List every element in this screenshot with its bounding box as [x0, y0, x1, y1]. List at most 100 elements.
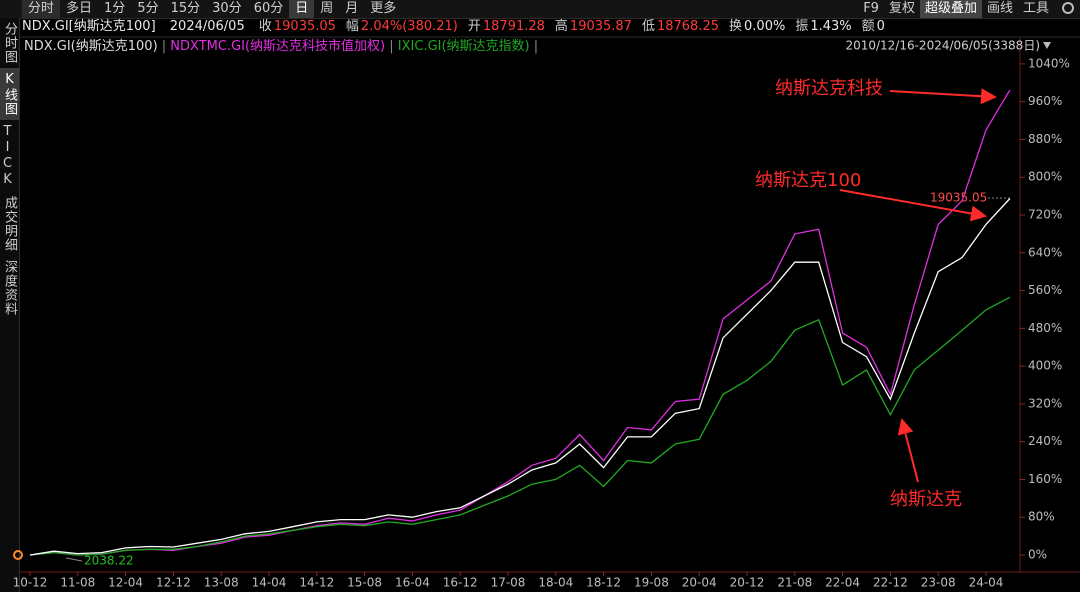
- dropdown-icon[interactable]: [1043, 42, 1051, 49]
- x-tick-label: 14-04: [252, 576, 287, 590]
- x-tick-label: 17-08: [491, 576, 526, 590]
- price-label: 2038.22: [84, 554, 134, 568]
- y-tick-label: 640%: [1028, 245, 1062, 259]
- quote-value: 1.43%: [810, 19, 852, 34]
- side-tab[interactable]: 深度资料: [2, 260, 17, 316]
- series-line: [29, 198, 1011, 556]
- legend-separator: |: [530, 39, 539, 54]
- x-tick-label: 12-04: [108, 576, 143, 590]
- quote-label: 换: [729, 19, 743, 34]
- y-tick-label: 240%: [1028, 434, 1062, 448]
- legend-entry: NDX.GI(纳斯达克100): [24, 39, 158, 54]
- annotation: 纳斯达克科技: [775, 78, 883, 99]
- period-tab[interactable]: 60分: [253, 1, 284, 16]
- period-tab[interactable]: 月: [345, 1, 359, 16]
- y-tick-label: 0%: [1028, 548, 1047, 562]
- x-tick-label: 18-12: [586, 576, 621, 590]
- x-tick-label: 24-04: [969, 576, 1004, 590]
- period-tab[interactable]: 5分: [137, 1, 159, 16]
- series-line: [29, 296, 1011, 556]
- quote-label: 高: [554, 19, 568, 34]
- x-tick-label: 10-12: [13, 576, 48, 590]
- tool-button[interactable]: 超级叠加: [919, 0, 982, 18]
- x-tick-label: 23-08: [921, 576, 956, 590]
- start-marker: [13, 550, 23, 560]
- period-tabs: 分时 多日 1分 5分 15分 30分 60分日周月更多: [22, 0, 402, 18]
- x-tick-label: 16-04: [395, 576, 430, 590]
- toolbar: 分时 多日 1分 5分 15分 30分 60分日周月更多 F9 复权 超级叠加 画线 工具: [0, 0, 1080, 19]
- tool-button[interactable]: 复权: [888, 1, 915, 16]
- tool-button[interactable]: F9: [863, 1, 879, 16]
- y-tick-label: 880%: [1028, 132, 1062, 146]
- tool-button[interactable]: 画线: [986, 1, 1013, 16]
- side-tab[interactable]: 分时图: [2, 22, 17, 64]
- annotation: 纳斯达克: [890, 489, 962, 510]
- tool-menu: F9 复权 超级叠加 画线 工具: [858, 0, 1054, 18]
- x-tick-label: 12-12: [156, 576, 191, 590]
- annotation-arrow: [889, 88, 997, 105]
- quote-label: 额: [861, 19, 875, 34]
- quote-label: 幅: [345, 19, 359, 34]
- date-range[interactable]: 2010/12/16-2024/06/05(3388日): [845, 39, 1040, 53]
- period-tab[interactable]: 日: [289, 0, 315, 18]
- quote-value: 2.04%(380.21): [360, 19, 458, 34]
- quote-value: 0.00%: [744, 19, 786, 34]
- sidebar: 分时图 K线图 TICK 成交明细深度资料: [0, 18, 20, 592]
- y-tick-label: 720%: [1028, 208, 1062, 222]
- symbol: NDX.GI[纳斯达克100]: [22, 19, 156, 34]
- quote-value: 18791.28: [482, 19, 545, 34]
- y-tick-label: 160%: [1028, 472, 1062, 486]
- y-tick-label: 480%: [1028, 321, 1062, 335]
- x-tick-label: 18-04: [538, 576, 573, 590]
- y-tick-label: 800%: [1028, 170, 1062, 184]
- x-tick-label: 14-12: [299, 576, 334, 590]
- y-tick-label: 320%: [1028, 396, 1062, 410]
- plot-area: [20, 37, 1020, 572]
- annotation: 纳斯达克100: [755, 170, 861, 191]
- x-tick-label: 20-04: [682, 576, 717, 590]
- period-tab[interactable]: 更多: [370, 1, 397, 16]
- side-tab[interactable]: TICK: [0, 124, 15, 188]
- x-tick-label: 11-08: [60, 576, 95, 590]
- quote-value: 19035.87: [569, 19, 632, 34]
- y-tick-label: 960%: [1028, 94, 1062, 108]
- x-tick-label: 22-12: [873, 576, 908, 590]
- quote-label: 低: [641, 19, 655, 34]
- period-tab[interactable]: 30分: [212, 1, 242, 16]
- period-tab[interactable]: 1分: [104, 1, 126, 16]
- quote-label: 收: [258, 19, 272, 34]
- tool-button[interactable]: 工具: [1022, 1, 1049, 16]
- x-tick-label: 16-12: [443, 576, 478, 590]
- period-tab[interactable]: 15分: [170, 1, 201, 16]
- annotation-arrow: [897, 418, 919, 483]
- date: 2024/06/05: [169, 19, 245, 34]
- quote-value: 0: [876, 19, 885, 34]
- x-tick-label: 13-08: [204, 576, 239, 590]
- period-tab[interactable]: 分时: [22, 0, 61, 18]
- period-tab[interactable]: 多日: [66, 1, 93, 16]
- x-tick-label: 19-08: [634, 576, 669, 590]
- quote-label: 振: [795, 19, 809, 34]
- settings-icon[interactable]: [1062, 2, 1074, 14]
- x-tick-label: 22-04: [825, 576, 860, 590]
- period-tab[interactable]: 周: [320, 1, 334, 16]
- quote-value: 19035.05: [273, 19, 336, 34]
- annotation-arrow: [839, 189, 987, 222]
- x-tick-label: 21-08: [777, 576, 812, 590]
- side-tab[interactable]: K线图: [0, 68, 19, 120]
- legend-separator: |: [385, 39, 398, 54]
- legend-entry: NDXTMC.GI(纳斯达克科技市值加权): [170, 38, 385, 54]
- quote-row: NDX.GI[纳斯达克100] 2024/06/05 收 19035.05 幅 2.0…: [22, 18, 887, 36]
- quote-value: 18768.25: [656, 19, 719, 34]
- quote-label: 开: [467, 19, 481, 34]
- price-leader: [65, 557, 83, 562]
- y-tick-label: 80%: [1028, 510, 1055, 524]
- y-tick-label: 400%: [1028, 359, 1062, 373]
- x-tick-label: 20-12: [730, 576, 765, 590]
- legend-entry: IXIC.GI(纳斯达克指数): [398, 39, 530, 54]
- price-label: 19035.05: [930, 191, 987, 205]
- side-tab[interactable]: 成交明细: [2, 196, 17, 252]
- legend: NDX.GI(纳斯达克100) | NDXTMC.GI(纳斯达克科技市值加权) …: [24, 38, 538, 54]
